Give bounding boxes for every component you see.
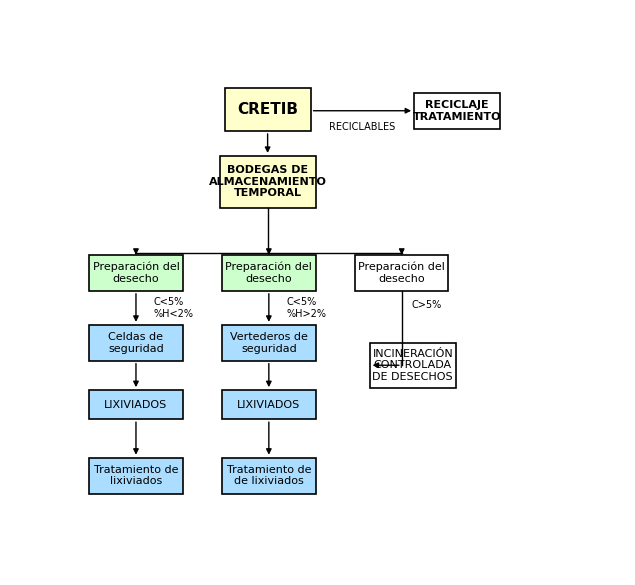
FancyBboxPatch shape — [370, 343, 456, 388]
Text: C>5%: C>5% — [411, 300, 442, 310]
Text: Vertederos de
seguridad: Vertederos de seguridad — [230, 332, 308, 353]
FancyBboxPatch shape — [89, 255, 183, 291]
Text: Tratamiento de
lixiviados: Tratamiento de lixiviados — [94, 465, 178, 486]
FancyBboxPatch shape — [89, 457, 183, 494]
FancyBboxPatch shape — [220, 156, 316, 208]
FancyBboxPatch shape — [225, 88, 311, 131]
Text: Celdas de
seguridad: Celdas de seguridad — [108, 332, 164, 353]
FancyBboxPatch shape — [222, 325, 316, 361]
FancyBboxPatch shape — [89, 390, 183, 419]
Text: INCINERACIÓN
CONTROLADA
DE DESECHOS: INCINERACIÓN CONTROLADA DE DESECHOS — [372, 349, 453, 382]
Text: Preparación del
desecho: Preparación del desecho — [225, 262, 312, 284]
Text: Preparación del
desecho: Preparación del desecho — [93, 262, 180, 284]
Text: Preparación del
desecho: Preparación del desecho — [358, 262, 445, 284]
Text: RECICLABLES: RECICLABLES — [329, 122, 396, 132]
Text: LIXIVIADOS: LIXIVIADOS — [104, 400, 168, 409]
FancyBboxPatch shape — [414, 93, 500, 129]
FancyBboxPatch shape — [89, 325, 183, 361]
FancyBboxPatch shape — [222, 457, 316, 494]
Text: LIXIVIADOS: LIXIVIADOS — [237, 400, 300, 409]
FancyBboxPatch shape — [222, 255, 316, 291]
Text: RECICLAJE
TRATAMIENTO: RECICLAJE TRATAMIENTO — [413, 100, 501, 122]
Text: Tratamiento de
de lixiviados: Tratamiento de de lixiviados — [227, 465, 311, 486]
Text: CRETIB: CRETIB — [237, 102, 298, 117]
Text: BODEGAS DE
ALMACENAMIENTO
TEMPORAL: BODEGAS DE ALMACENAMIENTO TEMPORAL — [209, 165, 326, 198]
FancyBboxPatch shape — [355, 255, 448, 291]
FancyBboxPatch shape — [222, 390, 316, 419]
Text: C<5%
%H>2%: C<5% %H>2% — [286, 297, 326, 319]
Text: C<5%
%H<2%: C<5% %H<2% — [153, 297, 193, 319]
